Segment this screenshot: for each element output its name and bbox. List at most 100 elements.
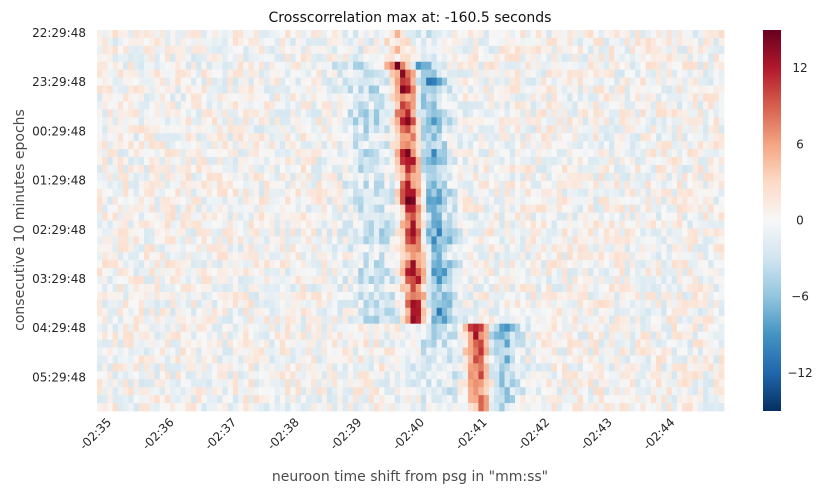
heatmap-cell (614, 220, 620, 229)
heatmap-cell (107, 276, 114, 285)
heatmap-cell (629, 37, 636, 47)
heatmap-cell (353, 125, 359, 134)
heatmap-cell (551, 307, 558, 317)
heatmap-cell (128, 220, 134, 229)
heatmap-cell (316, 101, 323, 110)
heatmap-cell (279, 133, 286, 142)
heatmap-cell (541, 204, 547, 213)
heatmap-cell (170, 260, 176, 269)
heatmap-cell (358, 45, 364, 55)
heatmap-cell (462, 141, 469, 150)
heatmap-cell (217, 331, 223, 340)
heatmap-cell (509, 61, 516, 71)
heatmap-cell (535, 180, 542, 190)
heatmap-cell (635, 315, 641, 325)
heatmap-cell (201, 331, 208, 340)
heatmap-cell (593, 53, 600, 63)
heatmap-cell (515, 212, 521, 221)
heatmap-cell (541, 315, 547, 325)
heatmap-cell (708, 188, 714, 198)
heatmap-cell (290, 204, 296, 213)
heatmap-cell (640, 196, 647, 206)
heatmap-cell (264, 69, 270, 79)
heatmap-cell (692, 164, 699, 174)
heatmap-cell (515, 37, 521, 47)
heatmap-cell (180, 284, 187, 293)
heatmap-cell (447, 276, 453, 285)
heatmap-cell (123, 188, 129, 198)
heatmap-cell (624, 291, 631, 301)
heatmap-cell (274, 355, 281, 364)
heatmap-cell (410, 172, 417, 182)
heatmap-cell (593, 204, 600, 213)
heatmap-cell (452, 53, 458, 63)
heatmap-cell (614, 315, 620, 325)
heatmap-cell (556, 196, 563, 206)
heatmap-cell (546, 101, 552, 110)
heatmap-cell (582, 30, 589, 39)
heatmap-cell (243, 69, 249, 79)
heatmap-cell (248, 45, 255, 55)
heatmap-cell (546, 339, 552, 348)
heatmap-cell (656, 315, 662, 325)
heatmap-cell (269, 149, 276, 158)
heatmap-cell (504, 157, 511, 166)
heatmap-cell (588, 331, 594, 340)
heatmap-cell (603, 37, 610, 47)
heatmap-cell (264, 331, 270, 340)
heatmap-cell (269, 93, 276, 102)
heatmap-cell (436, 268, 443, 277)
heatmap-cell (447, 236, 453, 245)
heatmap-cell (682, 133, 688, 142)
heatmap-cell (264, 315, 270, 325)
heatmap-cell (676, 61, 683, 71)
heatmap-cell (556, 236, 563, 245)
heatmap-cell (164, 109, 171, 118)
heatmap-cell (211, 220, 218, 229)
heatmap-cell (546, 45, 552, 55)
heatmap-cell (206, 133, 213, 142)
heatmap-cell (520, 307, 526, 317)
heatmap-cell (582, 196, 589, 206)
heatmap-cell (467, 180, 474, 190)
heatmap-cell (520, 291, 526, 301)
heatmap-cell (107, 252, 114, 261)
heatmap-cell (405, 85, 411, 94)
heatmap-cell (515, 133, 521, 142)
heatmap-cell (112, 117, 119, 126)
heatmap-cell (661, 69, 667, 79)
heatmap-cell (107, 196, 114, 206)
heatmap-cell (258, 157, 265, 166)
heatmap-cell (222, 77, 229, 86)
heatmap-cell (509, 276, 516, 285)
heatmap-cell (515, 268, 521, 277)
heatmap-cell (525, 212, 532, 221)
heatmap-cell (494, 339, 500, 348)
heatmap-cell (138, 331, 145, 340)
heatmap-cell (337, 101, 343, 110)
heatmap-cell (609, 133, 615, 142)
heatmap-cell (520, 69, 526, 79)
heatmap-cell (389, 141, 396, 150)
heatmap-cell (415, 37, 422, 47)
heatmap-cell (708, 236, 714, 245)
heatmap-cell (321, 228, 328, 237)
heatmap-cell (206, 53, 213, 63)
heatmap-cell (718, 212, 725, 221)
heatmap-cell (264, 117, 270, 126)
heatmap-cell (462, 93, 469, 102)
heatmap-cell (326, 149, 333, 158)
heatmap-cell (253, 347, 260, 356)
heatmap-cell (713, 93, 720, 102)
heatmap-cell (196, 291, 202, 301)
heatmap-cell (363, 252, 370, 261)
heatmap-cell (243, 260, 249, 269)
heatmap-cell (211, 260, 218, 269)
heatmap-cell (112, 331, 119, 340)
heatmap-cell (447, 164, 453, 174)
heatmap-cell (170, 204, 176, 213)
heatmap-cell (154, 85, 161, 94)
heatmap-cell (102, 164, 108, 174)
heatmap-cell (530, 339, 537, 348)
heatmap-cell (217, 276, 223, 285)
